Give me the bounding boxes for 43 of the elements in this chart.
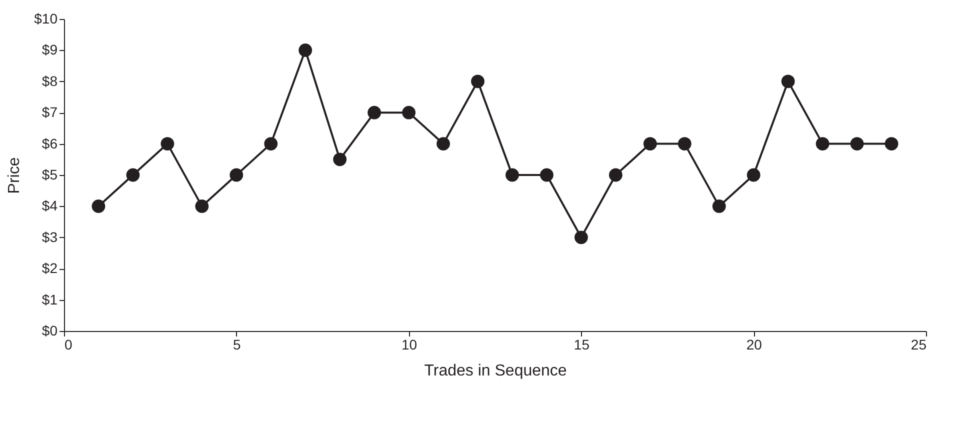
y-tick-label: $6 bbox=[42, 135, 58, 152]
x-tick-label: 10 bbox=[402, 336, 418, 352]
point bbox=[126, 168, 140, 182]
point bbox=[298, 44, 312, 57]
x-tick-label: 15 bbox=[574, 336, 590, 352]
y-tick-label: $7 bbox=[42, 104, 58, 120]
y-tick-label: $10 bbox=[34, 10, 58, 26]
y-tick-label: $9 bbox=[42, 42, 58, 58]
point bbox=[264, 137, 278, 150]
x-tick-label: 0 bbox=[64, 336, 72, 352]
point bbox=[436, 137, 450, 150]
point bbox=[402, 106, 416, 120]
point bbox=[781, 74, 795, 88]
y-tick-label: $2 bbox=[42, 260, 58, 276]
point bbox=[540, 168, 554, 182]
y-tick-label: $0 bbox=[42, 322, 58, 338]
point bbox=[92, 200, 106, 213]
point bbox=[816, 137, 830, 150]
y-tick-label: $5 bbox=[42, 166, 58, 182]
point bbox=[678, 137, 692, 150]
x-tick-label: 5 bbox=[233, 336, 241, 352]
point bbox=[471, 74, 484, 88]
point bbox=[160, 137, 174, 150]
x-tick-label: 25 bbox=[910, 336, 927, 352]
point bbox=[333, 152, 347, 166]
point bbox=[368, 106, 382, 120]
y-tick-label: $4 bbox=[42, 198, 58, 214]
point bbox=[506, 168, 519, 182]
point bbox=[712, 200, 726, 213]
y-axis-title: Price bbox=[6, 157, 24, 194]
point bbox=[230, 168, 244, 182]
x-axis-title: Trades in Sequence bbox=[424, 362, 567, 380]
point bbox=[574, 230, 588, 244]
point bbox=[850, 137, 864, 150]
y-tick-label: $8 bbox=[42, 72, 58, 89]
x-tick-label: 20 bbox=[746, 336, 762, 352]
point bbox=[884, 137, 898, 150]
y-tick-label: $1 bbox=[42, 291, 58, 308]
point bbox=[643, 137, 657, 150]
point bbox=[608, 168, 622, 182]
point bbox=[195, 200, 209, 213]
y-tick-label: $3 bbox=[42, 228, 58, 245]
point bbox=[746, 168, 760, 182]
